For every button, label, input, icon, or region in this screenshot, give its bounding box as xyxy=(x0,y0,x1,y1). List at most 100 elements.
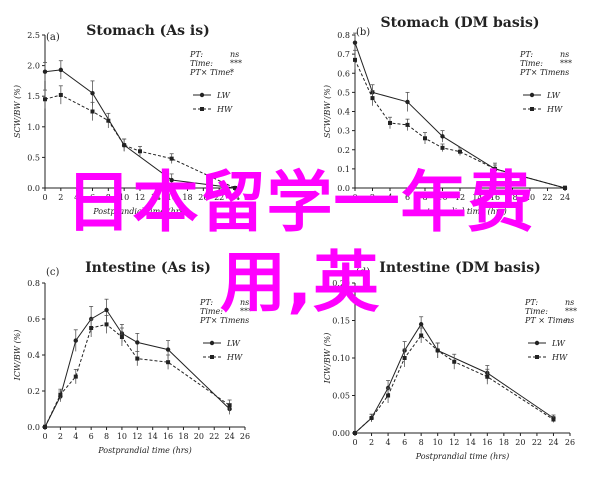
y-tick-label: 0.4 xyxy=(337,108,350,117)
y-tick-label: 0.6 xyxy=(337,69,350,78)
x-tick-label: 18 xyxy=(178,432,188,441)
x-tick-label: 4 xyxy=(387,193,392,202)
data-point-hw xyxy=(440,145,445,150)
stat-value: *** xyxy=(230,59,242,68)
y-axis-label: SCW/BW (%) xyxy=(323,85,332,138)
stat-key: PT: xyxy=(519,50,533,59)
data-point-hw xyxy=(227,403,232,408)
x-tick-label: 10 xyxy=(117,432,127,441)
y-tick-label: 0.0 xyxy=(27,184,40,193)
x-tick-label: 26 xyxy=(240,432,250,441)
stat-value: * xyxy=(230,68,234,77)
data-point-hw xyxy=(135,356,140,361)
data-point-hw xyxy=(90,109,95,114)
data-point-hw xyxy=(402,356,407,360)
x-tick-label: 18 xyxy=(499,438,509,447)
y-axis-label: SCW/BW (%) xyxy=(13,85,22,138)
x-tick-label: 14 xyxy=(466,438,476,447)
data-point-lw xyxy=(104,307,109,313)
data-point-hw xyxy=(73,374,78,379)
y-tick-label: 0.2 xyxy=(27,387,40,396)
stat-value: *** xyxy=(240,307,252,316)
x-tick-label: 14 xyxy=(472,193,482,202)
data-point-hw xyxy=(233,186,237,190)
x-tick-label: 14 xyxy=(148,432,158,441)
x-tick-label: 8 xyxy=(104,432,109,441)
legend-marker-hw xyxy=(530,107,534,111)
x-tick-label: 12 xyxy=(455,193,465,202)
legend-label-lw: LW xyxy=(546,91,561,100)
panel-label: (a) xyxy=(46,32,60,43)
data-point-hw xyxy=(166,360,171,365)
data-point-lw xyxy=(405,99,410,105)
chart-panel-a: Stomach (As is)(a)0.00.51.01.52.02.50 2 4 6… xyxy=(13,23,242,216)
x-tick-label: 16 xyxy=(163,432,173,441)
x-axis-label: Postprandial time (hrs) xyxy=(97,446,192,455)
x-tick-label: 22 xyxy=(532,438,542,447)
stat-value: ns xyxy=(560,68,569,77)
y-tick-label: 2.5 xyxy=(27,31,40,40)
x-tick-label: 4 xyxy=(73,432,78,441)
chart-title: Stomach (As is) xyxy=(86,23,209,39)
y-tick-label: 0.05 xyxy=(332,392,350,401)
x-tick-label: 10 xyxy=(119,193,129,202)
stat-key: Time: xyxy=(520,59,543,68)
series-line-hw xyxy=(354,334,554,434)
x-tick-label: 26 xyxy=(565,438,575,447)
y-tick-label: 1.5 xyxy=(27,92,40,101)
data-point-hw xyxy=(353,431,357,435)
x-axis-label: Postprandial time (hrs) xyxy=(412,207,507,216)
data-point-hw xyxy=(435,348,440,353)
x-tick-label: 12 xyxy=(449,438,459,447)
y-tick-label: 1.0 xyxy=(27,123,40,132)
data-point-hw xyxy=(423,136,427,141)
x-tick-label: 4 xyxy=(74,193,79,202)
x-tick-label: 2 xyxy=(58,193,63,202)
x-tick-label: 2 xyxy=(370,193,375,202)
x-tick-label: 22 xyxy=(214,193,224,202)
legend-label-hw: HW xyxy=(551,353,568,362)
x-tick-label: 18 xyxy=(182,193,192,202)
data-point-lw xyxy=(418,322,424,327)
x-axis-label: Postprandial time (hrs) xyxy=(92,207,187,216)
y-tick-label: 0.0 xyxy=(337,184,350,193)
y-tick-label: 0.0 xyxy=(27,423,40,432)
data-point-hw xyxy=(169,156,174,161)
legend-marker-lw xyxy=(209,340,215,346)
y-tick-label: 0.7 xyxy=(337,50,350,59)
data-point-lw xyxy=(90,90,95,96)
x-tick-label: 0 xyxy=(352,193,357,202)
panel-label: (b) xyxy=(356,27,370,38)
series-line-hw xyxy=(44,94,236,189)
stat-key: PT: xyxy=(199,298,213,307)
y-tick-label: 0.2 xyxy=(337,146,350,155)
y-tick-label: 2.0 xyxy=(27,62,40,71)
x-tick-label: 24 xyxy=(560,193,570,202)
x-tick-label: 4 xyxy=(386,438,391,447)
legend-marker-hw xyxy=(210,355,214,359)
x-tick-label: 12 xyxy=(132,432,142,441)
x-tick-label: 8 xyxy=(106,193,111,202)
data-point-hw xyxy=(419,333,424,338)
y-tick-label: 0.1 xyxy=(337,165,350,174)
stat-value: *** xyxy=(565,307,577,316)
x-tick-label: 18 xyxy=(507,193,517,202)
data-point-hw xyxy=(405,122,410,127)
data-point-hw xyxy=(89,326,94,330)
series-line-lw xyxy=(354,323,554,434)
legend-label-lw: LW xyxy=(216,91,231,100)
legend-label-lw: LW xyxy=(551,339,566,348)
legend-label-hw: HW xyxy=(546,105,563,114)
x-tick-label: 8 xyxy=(419,438,424,447)
x-tick-label: 6 xyxy=(402,438,407,447)
data-point-hw xyxy=(452,359,457,364)
x-tick-label: 2 xyxy=(58,432,63,441)
legend-label-hw: HW xyxy=(216,105,233,114)
x-axis-label: Postprandial time (hrs) xyxy=(415,452,510,461)
data-point-lw xyxy=(440,134,445,139)
x-tick-label: 16 xyxy=(167,193,177,202)
data-point-hw xyxy=(386,393,391,398)
data-point-lw xyxy=(352,40,358,45)
y-tick-label: 0.15 xyxy=(332,317,350,326)
